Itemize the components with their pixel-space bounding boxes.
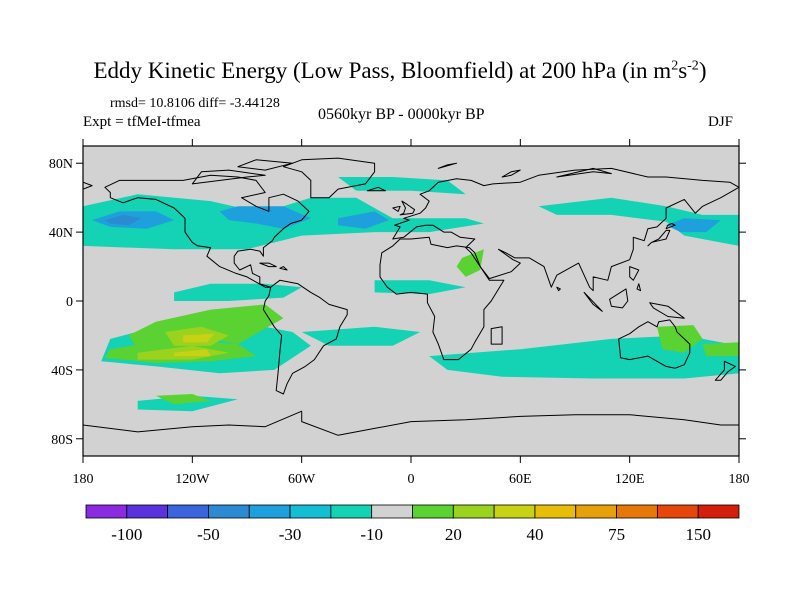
- colorbar: -100 -50 -30 -10 20 40 75 150: [85, 504, 740, 544]
- coastline: [399, 200, 416, 216]
- coastline: [714, 360, 736, 381]
- lat-tick-label: 40S: [51, 364, 73, 379]
- coastline: [379, 236, 505, 361]
- experiment-label: Expt = tfMeI-tfmea: [83, 114, 201, 130]
- coastline: [282, 157, 376, 199]
- coastline: [609, 288, 629, 309]
- colorbar-label: -100: [111, 525, 142, 544]
- lon-tick-label: 0: [408, 472, 415, 487]
- colorbar-swatch: [371, 504, 413, 519]
- colorbar-label: -50: [197, 525, 220, 544]
- lon-tick-label: 120E: [615, 472, 645, 487]
- colorbar-swatch: [289, 504, 332, 519]
- coastline: [83, 181, 93, 190]
- lon-tick-label: 120W: [175, 472, 210, 487]
- anomaly-region: [104, 214, 142, 226]
- coastline: [392, 167, 739, 292]
- anomaly-contours: [83, 177, 739, 412]
- time-period-label: 0560kyr BP - 0000kyr BP: [318, 106, 485, 123]
- coastline: [556, 167, 612, 178]
- colorbar-label: 40: [526, 525, 543, 544]
- lon-tick-label: 60W: [288, 472, 316, 487]
- coastline: [259, 262, 277, 268]
- coastline: [490, 326, 503, 345]
- coastlines: [83, 157, 739, 456]
- colorbar-swatch: [616, 504, 658, 519]
- lat-tick-label: 80S: [51, 433, 73, 448]
- rmsd-diff-stats: rmsd= 10.8106 diff= -3.44128: [110, 96, 280, 111]
- lon-tick-label: 60E: [509, 472, 532, 487]
- coastline: [392, 205, 401, 212]
- coastline: [366, 186, 386, 192]
- anomaly-region: [702, 342, 739, 357]
- colorbar-swatch: [452, 504, 495, 519]
- plot-title: Eddy Kinetic Energy (Low Pass, Bloomfiel…: [93, 58, 707, 83]
- colorbar-swatch: [248, 504, 291, 519]
- coastline: [556, 286, 561, 292]
- anomaly-region: [456, 249, 484, 277]
- colorbar-swatch: [575, 504, 617, 519]
- coastline: [636, 283, 642, 292]
- colorbar-swatch: [697, 504, 740, 519]
- anomaly-region: [174, 349, 211, 357]
- colorbar-label: -10: [360, 525, 383, 544]
- season-label: DJF: [708, 114, 734, 130]
- colorbar-swatch: [85, 504, 128, 519]
- coastline: [262, 279, 348, 395]
- colorbar-swatch: [412, 504, 454, 519]
- lon-tick-label: 180: [73, 472, 94, 487]
- coastline: [665, 223, 676, 230]
- colorbar-swatch: [167, 504, 209, 519]
- coastline: [191, 169, 266, 185]
- colorbar-swatch: [126, 504, 169, 519]
- anomaly-region: [374, 280, 466, 295]
- coastline: [629, 266, 640, 281]
- coastline: [501, 169, 521, 178]
- coastline: [437, 162, 458, 169]
- coastline: [583, 291, 603, 312]
- coastline: [279, 266, 288, 271]
- anomaly-region: [137, 395, 238, 412]
- colorbar-swatch: [208, 504, 250, 519]
- coastline: [104, 174, 310, 288]
- colorbar-swatch: [493, 504, 536, 519]
- anomaly-region: [338, 211, 390, 229]
- colorbar-swatch: [656, 504, 699, 519]
- anomaly-region: [429, 335, 739, 379]
- anomaly-region: [174, 283, 302, 301]
- lat-tick-label: 40N: [49, 226, 73, 241]
- colorbar-label: 20: [445, 525, 462, 544]
- anomaly-region: [657, 325, 703, 353]
- lon-tick-label: 180: [729, 472, 750, 487]
- colorbar-label: -30: [279, 525, 302, 544]
- lat-tick-label: 0: [66, 295, 73, 310]
- colorbar-swatch: [330, 504, 373, 519]
- coastline: [649, 302, 685, 319]
- anomaly-region: [538, 197, 739, 246]
- colorbar-label: 150: [685, 525, 711, 544]
- colorbar-swatch: [534, 504, 577, 519]
- axis-ticks: 80N 40N 0 40S 80S 180 120W 60W 0 60E 120E 180: [49, 139, 750, 487]
- anomaly-region: [666, 218, 721, 233]
- lat-tick-label: 80N: [49, 157, 73, 172]
- anomaly-region: [155, 394, 211, 405]
- anomaly-region: [183, 333, 215, 343]
- coastline: [618, 319, 691, 369]
- coastline: [83, 410, 739, 456]
- colorbar-label: 75: [608, 525, 625, 544]
- coastline: [237, 159, 294, 171]
- coastline: [647, 229, 671, 247]
- anomaly-region: [219, 206, 311, 229]
